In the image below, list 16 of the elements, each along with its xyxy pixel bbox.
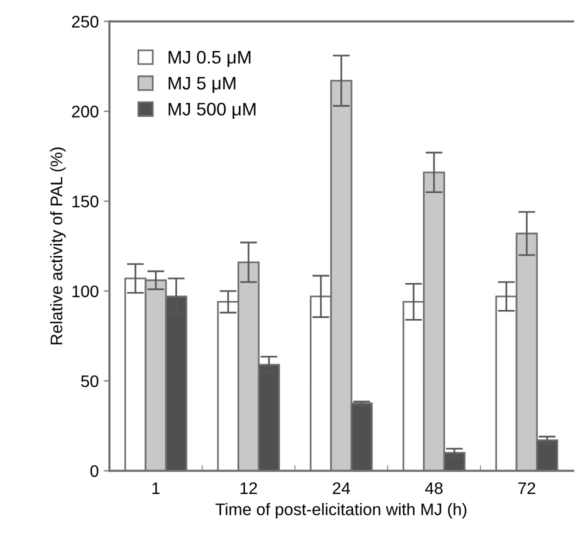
x-axis-title: Time of post-elicitation with MJ (h)	[216, 503, 466, 519]
x-tick-label: 72	[518, 482, 536, 494]
y-tick-label: 50	[81, 375, 98, 388]
x-tick-label: 24	[332, 482, 350, 494]
y-tick-label: 200	[72, 106, 98, 118]
y-tick-label: 100	[72, 285, 98, 298]
y-tick-label: 150	[72, 196, 98, 208]
x-tick-label: 1	[152, 482, 160, 494]
legend-label: MJ 5 μM	[168, 77, 236, 93]
y-axis-title: Relative activity of PAL (%)	[50, 148, 66, 344]
y-tick-label: 0	[90, 465, 98, 478]
legend-label: MJ 0.5 μM	[168, 50, 250, 67]
x-tick-label: 48	[425, 482, 443, 494]
x-tick-label: 12	[240, 482, 257, 494]
legend-label: MJ 500 μM	[168, 102, 256, 119]
y-tick-label: 250	[72, 16, 98, 28]
